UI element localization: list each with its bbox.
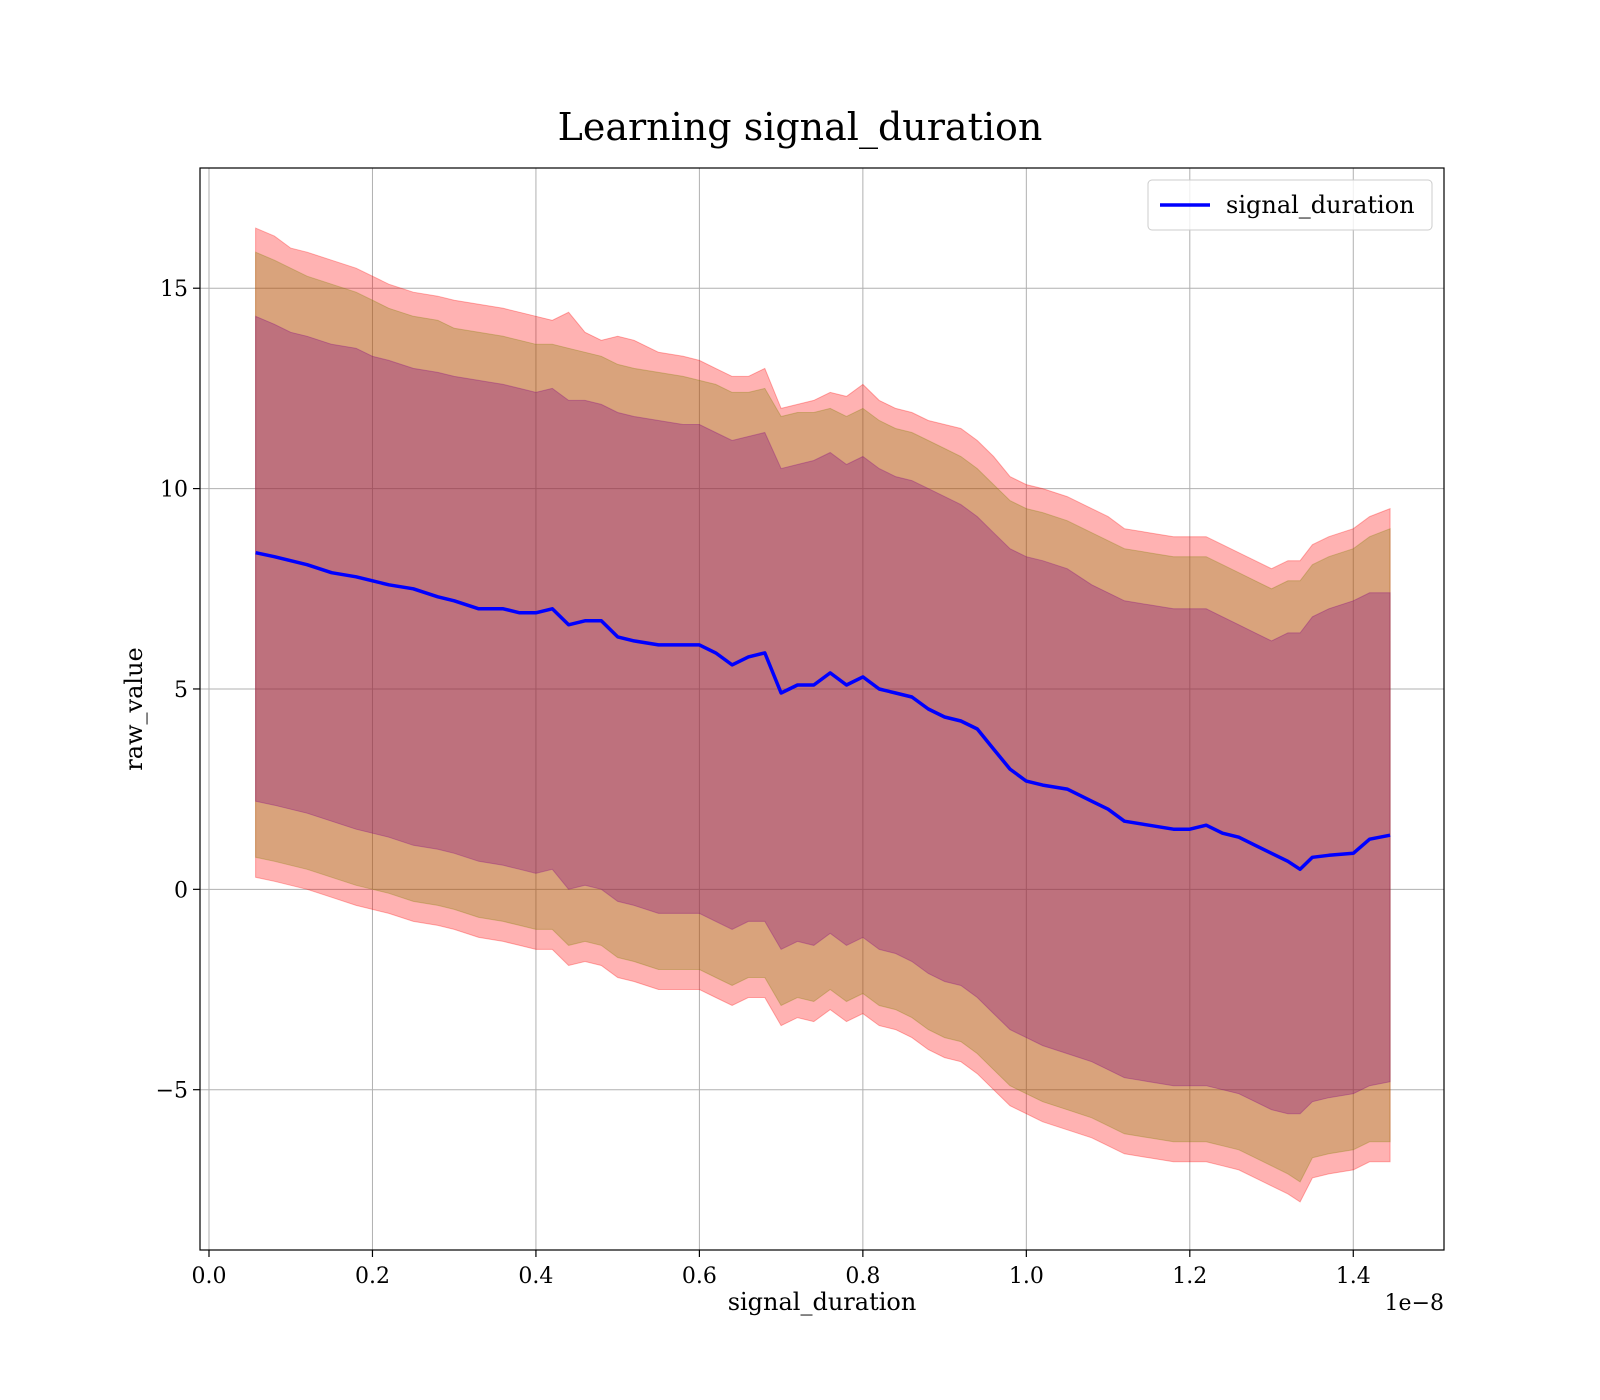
x-tick-label: 1.0 bbox=[1009, 1264, 1044, 1289]
x-axis-label: signal_duration bbox=[728, 1288, 917, 1316]
chart-title: Learning signal_duration bbox=[558, 105, 1043, 150]
x-axis-offset-label: 1e−8 bbox=[1385, 1291, 1444, 1316]
y-tick-label: 10 bbox=[160, 478, 188, 503]
series-lines bbox=[255, 550, 1391, 872]
confidence-band bbox=[255, 251, 1391, 1183]
y-tick-label: 15 bbox=[160, 277, 188, 302]
x-axis-ticks: 0.0 0.2 0.4 0.6 0.8 1.0 1.2 1.4 bbox=[191, 1250, 1371, 1289]
confidence-bands bbox=[255, 227, 1391, 1203]
legend-box bbox=[1147, 179, 1433, 231]
x-tick-label: 0.0 bbox=[191, 1264, 226, 1289]
x-tick-label: 0.4 bbox=[518, 1264, 553, 1289]
x-tick-label: 1.4 bbox=[1336, 1264, 1371, 1289]
x-tick-label: 0.6 bbox=[682, 1264, 717, 1289]
x-tick-label: 1.2 bbox=[1172, 1264, 1207, 1289]
plot-frame bbox=[199, 167, 1445, 1251]
legend: signal_duration bbox=[1147, 179, 1433, 231]
x-tick-label: 0.8 bbox=[845, 1264, 880, 1289]
legend-label: signal_duration bbox=[1226, 191, 1415, 219]
confidence-band bbox=[255, 227, 1391, 1203]
y-axis-label: raw_value bbox=[120, 647, 148, 771]
y-tick-label: 5 bbox=[174, 678, 188, 703]
y-tick-label: −5 bbox=[156, 1079, 188, 1104]
y-axis-ticks: −5 0 5 10 15 bbox=[156, 277, 200, 1104]
confidence-band bbox=[255, 315, 1391, 1115]
grid bbox=[200, 168, 1444, 1250]
y-tick-label: 0 bbox=[174, 878, 188, 903]
series-line bbox=[255, 550, 1391, 872]
x-tick-label: 0.2 bbox=[355, 1264, 390, 1289]
